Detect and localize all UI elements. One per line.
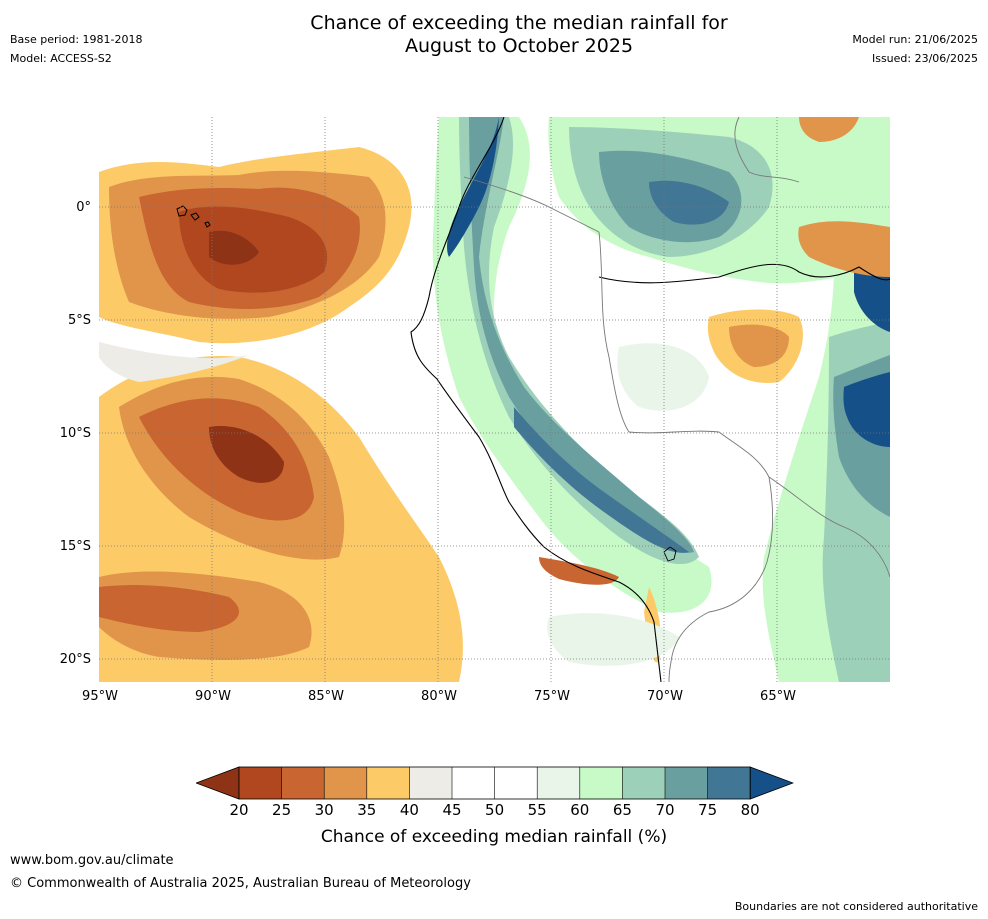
galapagos-islands [176,205,211,228]
border-brazil-bolivia [768,476,890,578]
colorbar [196,766,794,800]
colorbar-bin-75-80 [707,767,751,799]
colorbar-bin-70-75 [665,767,708,799]
region-dry-north-core [209,230,259,265]
map-title: Chance of exceeding the median rainfall … [194,12,844,58]
border-peru-bolivia [708,431,773,613]
model-run-text: Model run: 21/06/2025 [852,33,978,46]
region-wet-coast-80 [447,117,499,257]
lat-label-10s: 10°S [59,426,91,441]
region-neutral-band [99,342,249,382]
region-dry-south-25 [99,585,239,632]
colorbar-bin-45-50 [452,767,495,799]
base-period-text: Base period: 1981-2018 [10,33,143,46]
lon-label-70w: 70°W [647,689,683,704]
region-wet-north-land-80 [649,180,729,225]
colorbar-bin-55-60 [537,767,580,799]
lat-label-0: 0° [76,200,91,215]
lon-label-65w: 65°W [760,689,796,704]
colorbar-bin-60-65 [579,767,623,799]
border-peru-brazil [598,231,720,434]
colorbar-tick: 75 [698,801,718,819]
copyright-text: © Commonwealth of Australia 2025, Austra… [10,876,471,891]
region-dry-amazon-30 [729,324,789,367]
colorbar-bin-25-30 [281,767,325,799]
colorbar-bin-20-25 [239,767,282,799]
colorbar-bin-40-45 [409,767,452,799]
colorbar-tick: 50 [485,801,505,819]
map-gridlines [99,117,890,682]
colorbar-tick: 30 [314,801,334,819]
lat-label-20s: 20°S [59,652,91,667]
colorbar-tick: 60 [570,801,590,819]
map-canvas [99,117,890,682]
colorbar-bin-30-35 [324,767,367,799]
region-neutral-land [617,343,709,411]
colorbar-bin-65-70 [622,767,665,799]
colorbar-tick: 55 [527,801,547,819]
border-bolivia-chile [668,611,710,682]
lon-label-90w: 90°W [195,689,231,704]
region-neutral-south [547,613,679,666]
issued-text: Issued: 23/06/2025 [871,52,978,65]
colorbar-tick: 25 [272,801,292,819]
coastline-north [598,263,890,284]
colorbar-high-arrow [749,766,794,800]
colorbar-tick: 35 [357,801,377,819]
colorbar-low-arrow [196,766,240,800]
colorbar-tick: 70 [655,801,675,819]
colorbar-tick: 65 [612,801,632,819]
lon-label-85w: 85°W [308,689,344,704]
border-ecuador-colombia [463,176,600,233]
model-name-text: Model: ACCESS-S2 [10,52,112,65]
map-title-line2: August to October 2025 [404,35,634,57]
map-title-line1: Chance of exceeding the median rainfall … [310,12,728,34]
website-link[interactable]: www.bom.gov.au/climate [10,853,174,868]
lon-label-95w: 95°W [82,689,118,704]
colorbar-tick: 80 [740,801,760,819]
disclaimer-text: Boundaries are not considered authoritat… [734,900,978,913]
colorbar-tick: 40 [399,801,419,819]
lake-titicaca [663,546,677,562]
colorbar-bin-35-40 [366,767,410,799]
colorbar-tick: 45 [442,801,462,819]
region-dry-ne [798,221,890,277]
region-dry-mid-20 [209,426,284,483]
border-colombia-venezuela [734,117,800,183]
colorbar-tick: 20 [229,801,249,819]
region-wet-east-85 [843,372,890,447]
lon-label-80w: 80°W [421,689,457,704]
lat-label-5s: 5°S [67,313,91,328]
lon-label-75w: 75°W [534,689,570,704]
colorbar-ticks: 20 25 30 35 40 45 50 55 60 65 70 75 80 [0,802,988,820]
coastline [410,117,662,682]
region-dry-top-right [799,117,859,142]
rainfall-probability-map [99,117,890,682]
lat-label-15s: 15°S [59,539,91,554]
region-wet-coast [432,117,712,613]
region-dry-peru-coast [539,557,619,585]
colorbar-label: Chance of exceeding median rainfall (%) [320,827,668,847]
colorbar-bin-50-55 [494,767,538,799]
